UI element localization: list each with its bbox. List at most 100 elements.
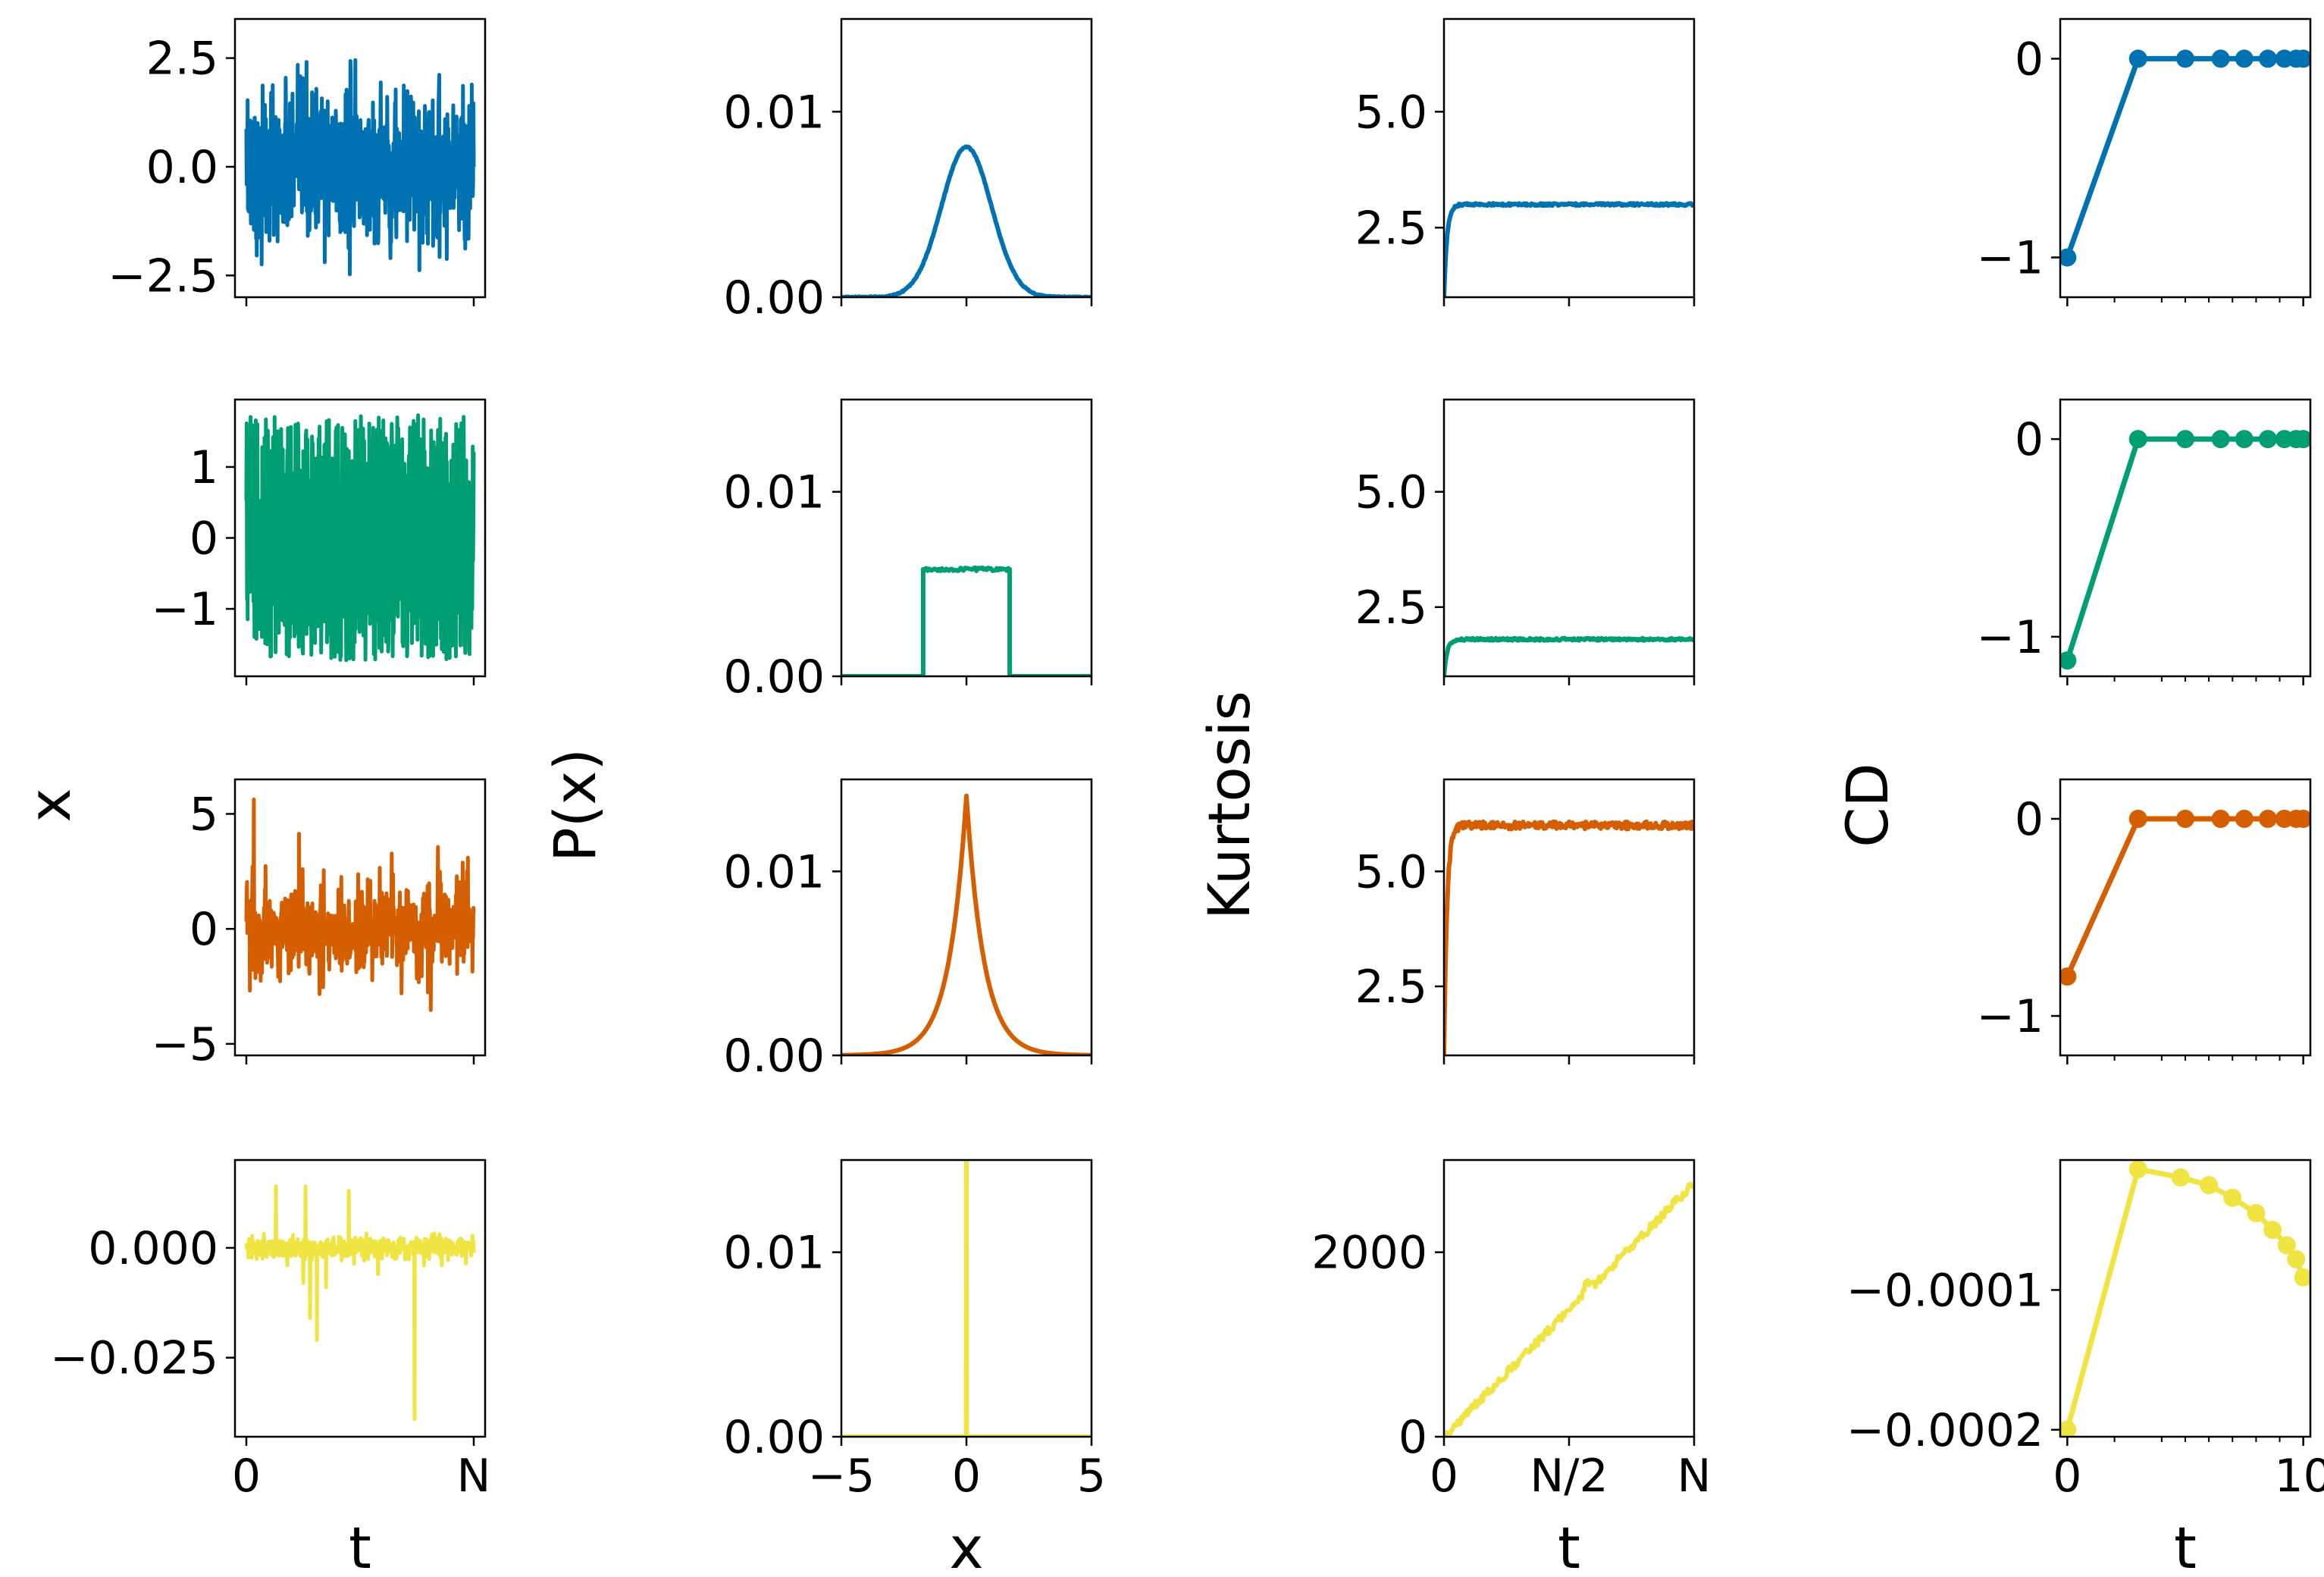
cd-marker [2128,810,2147,828]
cd-marker [2128,430,2147,449]
cd-marker [2176,810,2194,828]
plot-area [1444,819,1694,1055]
y-tick-label: 2.5 [1355,961,1427,1014]
ylabel-cd: CD [1834,763,1901,848]
y-tick-label: 5.0 [1355,86,1427,139]
cd-marker [2060,967,2077,986]
kurtosis-line [1444,1181,1694,1437]
kurtosis-line [1444,635,1694,676]
cd-marker [2235,810,2254,828]
cd-marker [2128,49,2147,68]
panel-distribution-uniform: 0.00 0.01 [723,398,1093,704]
y-tick-label: 2.5 [1355,582,1427,635]
axes-frame [233,778,487,1057]
plot-area [2060,810,2310,986]
cd-marker [2060,248,2077,267]
cd-marker [2200,1176,2219,1195]
y-tick-label: 0.00 [723,1411,825,1464]
plot-area [841,565,1092,676]
time-series-line [244,1184,476,1422]
pdf-line [841,144,1092,297]
x-tick-label: −5 [808,1450,875,1503]
plot-area [244,413,476,663]
cd-marker [2277,1236,2296,1255]
panel-distribution-heavy-tailed: 0.00 0.01 −5 0 5 [723,1158,1106,1503]
y-tick-label: 0.01 [723,1227,825,1280]
kurtosis-line [1444,201,1694,297]
y-tick-label: 2.5 [146,33,218,86]
y-tick-label: 5.0 [1355,845,1427,898]
plot-area [244,798,476,1012]
y-tick-label: 0 [2015,413,2044,466]
plot-area [1444,201,1694,297]
pdf-line [841,793,1092,1055]
plot-area [2060,49,2310,267]
plot-area [841,793,1092,1055]
axes-frame [840,17,1093,299]
axes-frame [1442,398,1696,678]
xlabel-x: x [950,1514,984,1577]
time-series-line [244,413,476,663]
y-tick-label: 0 [1398,1411,1427,1464]
cd-marker [2211,430,2230,449]
y-tick-label: −5 [152,1018,218,1071]
cd-marker [2294,810,2310,828]
axes-frame [2059,1158,2312,1438]
xlabel-t3: t [1558,1514,1580,1577]
xlabel-t1: t [349,1514,371,1577]
y-tick-label: 2.5 [1355,202,1427,255]
plot-area [841,1160,1092,1437]
axes-frame [840,398,1093,678]
cd-marker [2294,49,2310,68]
cd-marker [2263,1221,2282,1240]
x-tick-label: N/2 [1530,1450,1608,1503]
panel-cd-laplace: −1 0 [1977,778,2312,1064]
pdf-line [841,1160,1092,1437]
cd-marker [2287,1249,2306,1268]
x-tick-label: N [457,1450,491,1503]
cd-marker [2060,1420,2077,1437]
y-tick-label: −1 [1977,990,2044,1043]
y-tick-label: 0.00 [723,651,825,704]
panel-distribution-laplace: 0.00 0.01 [723,778,1093,1083]
pdf-line [841,565,1092,676]
plot-area [244,58,476,277]
y-tick-label: −1 [1977,611,2044,664]
cd-line [2064,1166,2306,1431]
cd-marker [2211,810,2230,828]
time-series-line [244,798,476,1012]
y-tick-label: 0.0 [146,141,218,194]
panel-cd-gaussian: −1 0 [1977,17,2312,306]
cd-marker [2176,430,2194,449]
y-tick-label: 0 [2015,33,2044,86]
cd-marker [2060,651,2077,670]
y-tick-label: 0.00 [723,1030,825,1083]
plot-area [2060,430,2310,670]
panel-cd-heavy-tailed: −0.0002 −0.0001 0 10 [1846,1158,2324,1503]
y-tick-label: 0 [2015,793,2044,846]
cd-marker [2176,49,2194,68]
y-tick-label: 0 [189,903,218,956]
panel-kurtosis-heavy-tailed: 0 2000 0 N/2 N [1311,1158,1712,1503]
panel-time-series-gaussian: −2.5 0.0 2.5 [108,17,487,306]
x-tick-label: 0 [952,1450,981,1503]
cd-marker [2235,430,2254,449]
time-series-line [244,58,476,277]
y-tick-label: 0.01 [723,86,825,139]
panel-kurtosis-laplace: 2.5 5.0 [1355,778,1696,1064]
y-tick-label: 5.0 [1355,466,1427,519]
cd-marker [2235,49,2254,68]
y-tick-label: 0.01 [723,466,825,519]
x-tick-label: N [1677,1450,1712,1503]
cd-line [2064,436,2304,662]
ylabel-px: P(x) [541,748,609,862]
panel-cd-uniform: −1 0 [1977,398,2312,685]
panel-kurtosis-gaussian: 2.5 5.0 [1355,17,1696,306]
x-tick-label: 0 [232,1450,261,1503]
cd-marker [2223,1188,2242,1207]
plot-area [1444,635,1694,676]
y-tick-label: −0.0002 [1846,1404,2044,1457]
cd-marker [2258,810,2277,828]
y-tick-label: −1 [1977,232,2044,285]
